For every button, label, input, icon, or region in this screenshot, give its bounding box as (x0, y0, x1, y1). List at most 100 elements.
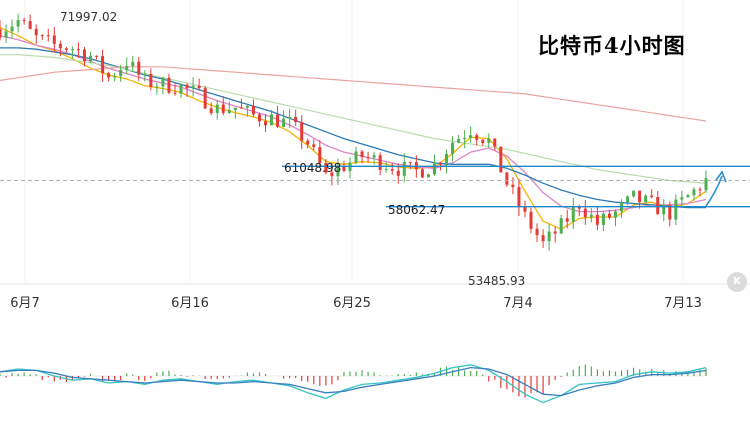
candle-body-107 (644, 195, 648, 203)
candle-body-81 (487, 138, 491, 144)
candle-body-96 (577, 206, 581, 209)
candle-body-50 (300, 121, 304, 141)
candle-body-41 (245, 105, 249, 108)
candle-body-108 (650, 195, 654, 197)
candle-body-9 (52, 35, 56, 44)
candle-body-29 (173, 92, 177, 94)
candle-body-117 (704, 178, 708, 191)
macd-panel (0, 364, 707, 404)
candle-body-4 (22, 20, 26, 22)
candle-body-14 (82, 49, 86, 62)
candle-body-82 (493, 138, 497, 147)
candle-body-100 (601, 213, 605, 225)
ma-line-ma_long2 (0, 66, 707, 122)
candle-body-18 (107, 73, 111, 78)
candle-body-40 (239, 107, 243, 109)
candle-body-26 (155, 86, 159, 88)
candle-body-33 (197, 85, 201, 89)
candle-body-3 (16, 20, 20, 27)
candle-body-27 (161, 77, 165, 87)
candle-body-105 (632, 190, 636, 197)
candle-body-61 (366, 157, 370, 159)
candle-body-43 (257, 114, 261, 122)
candlestick-series (0, 13, 708, 251)
candle-body-53 (318, 147, 322, 164)
candle-body-39 (233, 107, 237, 111)
candle-body-99 (595, 214, 599, 225)
x-tick-label-7-13: 7月13 (664, 296, 702, 311)
candle-body-74 (445, 153, 449, 164)
candle-body-55 (330, 172, 334, 177)
support-level-label: 58062.47 (388, 203, 446, 217)
candle-body-66 (396, 170, 400, 176)
candle-body-102 (613, 211, 617, 218)
candle-body-67 (402, 161, 406, 176)
arrow-head (715, 170, 727, 183)
candle-body-71 (426, 174, 430, 178)
candle-body-94 (565, 218, 569, 222)
candle-body-101 (607, 213, 611, 218)
candle-body-95 (571, 206, 575, 222)
candle-body-116 (698, 189, 702, 191)
candle-body-20 (119, 69, 123, 77)
candle-body-78 (469, 135, 473, 138)
chart-title: 比特币4小时图 (538, 33, 686, 58)
kline-menu-icon[interactable]: K (727, 272, 747, 292)
candle-body-63 (378, 155, 382, 170)
macd-dif-line (0, 364, 707, 404)
candle-body-56 (336, 166, 340, 177)
candle-body-60 (360, 151, 364, 158)
candle-body-70 (420, 169, 424, 178)
ma-line-ma_fast (0, 27, 707, 230)
candle-body-1 (4, 31, 8, 38)
candle-body-11 (64, 48, 68, 50)
candle-body-8 (46, 35, 50, 37)
candle-body-19 (113, 76, 117, 78)
candle-body-79 (475, 135, 479, 140)
candle-body-73 (438, 163, 442, 165)
up-arrow-annotation (705, 170, 727, 207)
candle-body-87 (523, 206, 527, 212)
candle-body-83 (499, 146, 503, 173)
candle-body-114 (686, 195, 690, 198)
candle-body-98 (589, 214, 593, 218)
candle-body-2 (10, 26, 14, 32)
candle-body-46 (276, 114, 280, 127)
candle-body-44 (264, 121, 268, 126)
candle-body-13 (76, 49, 80, 51)
candle-body-48 (288, 116, 292, 119)
x-tick-label-6-7: 6月7 (10, 296, 40, 311)
candle-body-16 (95, 55, 99, 57)
candle-body-25 (149, 73, 153, 88)
candle-body-21 (125, 66, 129, 70)
candle-body-104 (626, 196, 630, 203)
candle-body-36 (215, 104, 219, 114)
candle-body-35 (209, 108, 213, 114)
candle-body-23 (137, 61, 141, 75)
candle-body-34 (203, 88, 207, 109)
candle-body-111 (668, 204, 672, 220)
candle-body-47 (282, 118, 286, 127)
candle-body-62 (372, 155, 376, 158)
candle-body-59 (354, 151, 358, 163)
candle-body-65 (390, 169, 394, 171)
candle-body-6 (34, 28, 38, 36)
candle-body-10 (58, 43, 62, 49)
candle-body-109 (656, 196, 660, 215)
candle-body-5 (28, 21, 32, 29)
candle-body-75 (451, 142, 455, 154)
candle-body-110 (662, 204, 666, 215)
candle-body-37 (221, 104, 225, 113)
candle-body-24 (143, 73, 147, 75)
x-tick-label-6-25: 6月25 (333, 296, 371, 311)
candle-body-88 (529, 211, 533, 229)
candle-body-38 (227, 110, 231, 113)
candle-body-106 (638, 190, 642, 203)
moving-average-lines (0, 27, 707, 230)
x-tick-label-7-4: 7月4 (503, 296, 533, 311)
macd-dea-line (0, 366, 707, 397)
candle-body-42 (251, 105, 255, 115)
candle-body-57 (342, 166, 346, 171)
candle-body-77 (463, 137, 467, 140)
support-resistance-lines (282, 165, 750, 208)
